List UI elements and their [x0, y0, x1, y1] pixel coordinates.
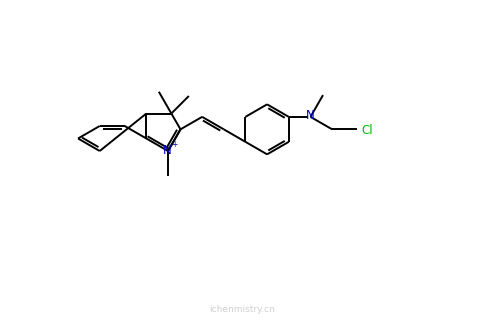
- Text: N: N: [306, 109, 315, 122]
- Text: Cl: Cl: [361, 124, 373, 137]
- Text: +: +: [171, 140, 177, 149]
- Text: N: N: [163, 143, 171, 157]
- Text: ichenmistry.cn: ichenmistry.cn: [209, 305, 275, 314]
